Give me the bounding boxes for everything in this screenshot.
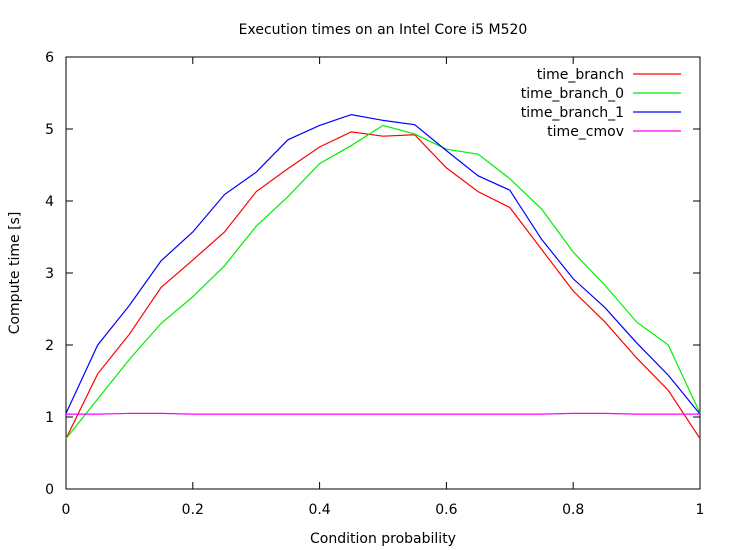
- series-layer: [65, 113, 701, 439]
- plot-frame: [65, 56, 701, 490]
- series-line-time_cmov: [66, 412, 700, 415]
- y-tick-label: 3: [45, 266, 54, 282]
- x-tick-label: 0.8: [562, 502, 584, 518]
- x-tick-label: 0.6: [435, 502, 457, 518]
- series-line-time_branch_1: [65, 113, 701, 415]
- legend: time_branch time_branch_0 time_branch_1tim…: [521, 67, 681, 140]
- legend-label: time_branch: [537, 67, 624, 83]
- x-axis-label: Condition probability: [310, 531, 456, 547]
- y-tick-label: 4: [45, 194, 54, 210]
- x-tick-label: 0.4: [308, 502, 330, 518]
- legend-label: time_cmov: [547, 124, 624, 140]
- x-tick-label: 0.2: [182, 502, 204, 518]
- y-tick-label: 6: [45, 50, 54, 66]
- tick-layer: 0 0.2 0.4 0.6 0.8 1 0 1 2 3 4 5 6: [45, 50, 704, 518]
- y-axis-label: Compute time [s]: [7, 212, 23, 335]
- legend-label: time_branch_1: [521, 105, 624, 121]
- series-line-time_branch: [65, 131, 701, 439]
- y-tick-label: 0: [45, 482, 54, 498]
- x-tick-label: 0: [62, 502, 71, 518]
- y-tick-label: 5: [45, 122, 54, 138]
- y-tick-label: 1: [45, 410, 54, 426]
- legend-label: time_branch_0: [521, 86, 624, 102]
- chart-title: Execution times on an Intel Core i5 M520: [239, 22, 528, 38]
- x-tick-label: 1: [696, 502, 705, 518]
- series-line-time_branch_0: [65, 124, 701, 439]
- y-tick-label: 2: [45, 338, 54, 354]
